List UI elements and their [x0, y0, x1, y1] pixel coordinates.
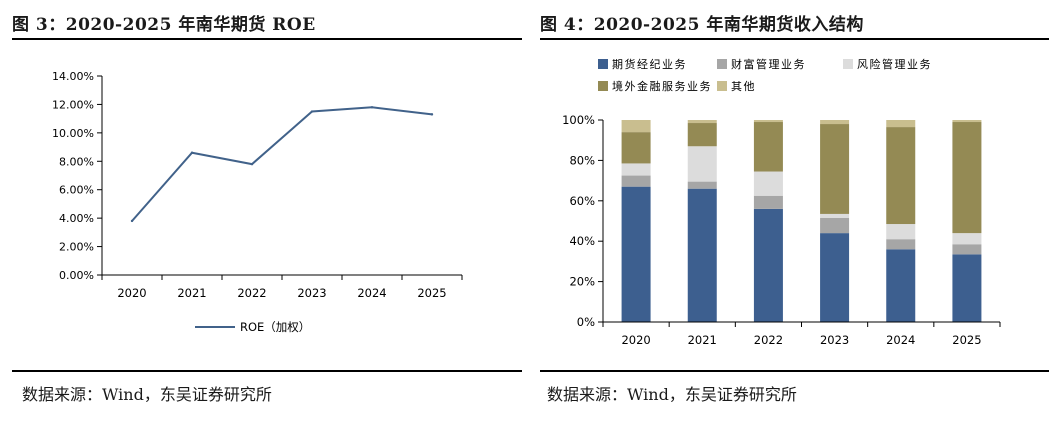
y-tick-label: 20% — [569, 275, 595, 289]
y-tick-label: 40% — [569, 234, 595, 248]
seg-futures-brokerage — [753, 208, 783, 322]
left-chart-title: 图 3：2020-2025 年南华期货 ROE — [12, 15, 316, 35]
seg-futures-brokerage — [886, 249, 916, 322]
seg-risk-mgmt — [886, 224, 916, 240]
roe-data-point — [310, 110, 314, 113]
x-tick-label: 2024 — [886, 333, 915, 347]
roe-line-chart: 0.00% 2.00% 4.00% 6.00% 8.00% 10.00% 12.00% 14.… — [52, 70, 463, 334]
y-tick-label: 0.00% — [59, 269, 94, 282]
roe-data-point — [130, 219, 134, 223]
seg-other — [820, 120, 850, 125]
seg-risk-mgmt — [952, 233, 982, 245]
x-tick-label: 2023 — [820, 333, 849, 347]
legend-label-wealth-mgmt: 财富管理业务 — [731, 57, 806, 71]
x-tick-label: 2023 — [297, 286, 326, 300]
seg-risk-mgmt — [687, 146, 717, 182]
left-source-note: 数据来源：Wind，东吴证券研究所 — [22, 385, 272, 404]
y-tick-label: 8.00% — [59, 155, 94, 168]
x-tick-label: 2020 — [621, 333, 650, 347]
seg-futures-brokerage — [621, 186, 651, 322]
seg-overseas-finance — [753, 122, 783, 172]
legend-label-futures-brokerage: 期货经纪业务 — [612, 57, 687, 71]
y-tick-label: 6.00% — [59, 184, 94, 197]
seg-other — [952, 120, 982, 123]
right-title-rule — [540, 38, 1049, 40]
seg-overseas-finance — [886, 127, 916, 225]
seg-futures-brokerage — [687, 188, 717, 322]
seg-futures-brokerage — [952, 254, 982, 322]
legend-swatch-overseas-finance — [598, 81, 608, 91]
left-source-rule — [12, 370, 522, 372]
y-tick-label: 2.00% — [59, 241, 94, 254]
roe-data-point — [250, 162, 254, 166]
x-tick-label: 2022 — [237, 286, 266, 300]
seg-overseas-finance — [820, 124, 850, 214]
y-tick-label: 80% — [569, 153, 595, 167]
seg-wealth-mgmt — [886, 239, 916, 250]
roe-series-line — [131, 106, 433, 222]
seg-wealth-mgmt — [621, 175, 651, 187]
legend-swatch-wealth-mgmt — [717, 59, 727, 69]
right-chart-title: 图 4：2020-2025 年南华期货收入结构 — [540, 15, 864, 35]
y-tick-label: 4.00% — [59, 212, 94, 225]
seg-wealth-mgmt — [687, 181, 717, 189]
seg-wealth-mgmt — [952, 244, 982, 255]
seg-other — [687, 120, 717, 124]
legend-label-overseas-finance: 境外金融服务业务 — [612, 79, 712, 93]
seg-overseas-finance — [621, 132, 651, 164]
legend-label-risk-mgmt: 风险管理业务 — [857, 57, 932, 71]
legend-swatch-other — [717, 81, 727, 91]
y-tick-label: 100% — [562, 113, 595, 127]
legend-label-other: 其他 — [731, 80, 756, 93]
seg-wealth-mgmt — [820, 217, 850, 234]
legend-swatch-risk-mgmt — [843, 59, 853, 69]
roe-data-point — [190, 151, 194, 154]
x-tick-label: 2020 — [117, 286, 146, 300]
seg-other — [753, 120, 783, 123]
seg-wealth-mgmt — [753, 195, 783, 209]
y-tick-label: 60% — [569, 194, 595, 208]
legend-swatch-futures-brokerage — [598, 59, 608, 69]
seg-other — [621, 120, 651, 133]
x-tick-label: 2021 — [177, 286, 206, 300]
legend-roe-label: ROE（加权） — [240, 320, 310, 334]
x-tick-label: 2021 — [688, 333, 717, 347]
seg-risk-mgmt — [820, 213, 850, 218]
x-tick-label: 2024 — [357, 286, 386, 300]
y-tick-label: 14.00% — [52, 70, 94, 83]
roe-data-point — [430, 113, 434, 116]
seg-risk-mgmt — [753, 171, 783, 196]
left-title-rule — [12, 38, 522, 40]
right-source-rule — [540, 370, 1049, 372]
seg-futures-brokerage — [820, 233, 850, 322]
roe-data-point — [370, 106, 374, 109]
seg-other — [886, 120, 916, 128]
x-tick-label: 2025 — [952, 333, 981, 347]
y-tick-label: 12.00% — [52, 98, 94, 111]
right-source-note: 数据来源：Wind，东吴证券研究所 — [547, 385, 797, 404]
seg-overseas-finance — [687, 123, 717, 147]
x-tick-label: 2025 — [417, 286, 446, 300]
y-tick-label: 0% — [577, 315, 595, 329]
seg-risk-mgmt — [621, 163, 651, 176]
x-tick-label: 2022 — [754, 333, 783, 347]
seg-overseas-finance — [952, 122, 982, 234]
y-tick-label: 10.00% — [52, 127, 94, 140]
